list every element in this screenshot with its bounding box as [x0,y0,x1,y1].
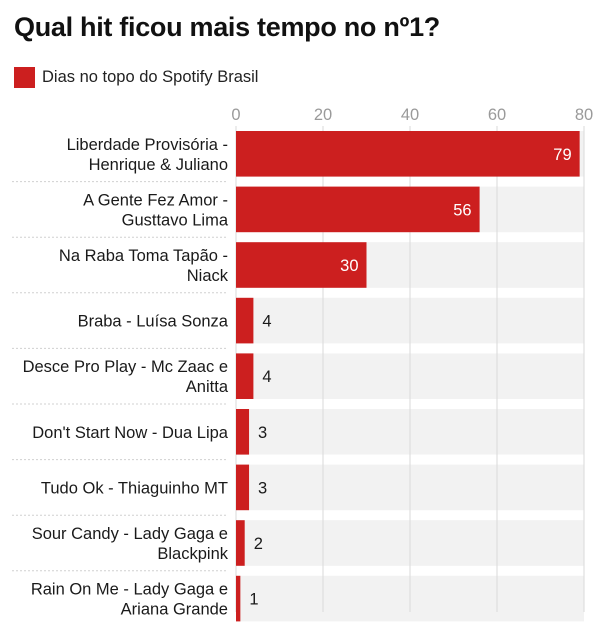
legend-swatch [14,66,35,88]
bar [236,131,580,177]
data-label: 4 [262,368,271,386]
x-tick-label: 80 [575,106,593,124]
category-label: Braba - Luísa Sonza [78,313,229,331]
bar [236,520,245,566]
bar [236,353,254,399]
category-label: Ariana Grande [121,601,228,619]
data-label: 2 [254,535,263,553]
data-label: 1 [249,591,258,609]
legend: Dias no topo do Spotify Brasil [14,66,258,88]
category-label: Don't Start Now - Dua Lipa [32,424,229,442]
data-label: 30 [340,257,358,275]
data-label: 4 [262,313,271,331]
category-label: Blackpink [157,545,228,563]
category-label: A Gente Fez Amor - [83,191,228,209]
category-label: Gusttavo Lima [122,211,229,229]
category-label: Tudo Ok - Thiaguinho MT [41,479,228,497]
bar [236,186,480,233]
category-label: Desce Pro Play - Mc Zaac e [23,358,228,376]
data-label: 79 [553,146,571,164]
bar [236,297,254,344]
x-tick-label: 40 [401,106,419,124]
category-label: Rain On Me - Lady Gaga e [31,581,228,599]
chart-title: Qual hit ficou mais tempo no nº1? [14,12,440,42]
bar [236,464,250,511]
category-label: Henrique & Juliano [89,156,228,174]
legend-label: Dias no topo do Spotify Brasil [42,67,259,86]
data-label: 3 [258,424,267,442]
category-label: Na Raba Toma Tapão - [59,247,228,265]
x-tick-label: 20 [314,106,332,124]
x-tick-label: 0 [231,106,240,124]
category-label: Sour Candy - Lady Gaga e [32,525,228,543]
bar [236,575,241,622]
category-label: Liberdade Provisória - [67,136,228,154]
category-label: Anitta [186,378,229,396]
category-label: Niack [187,267,229,285]
bar [236,409,250,455]
data-label: 3 [258,479,267,497]
bar [236,242,367,288]
x-tick-label: 60 [488,106,506,124]
data-label: 56 [453,201,471,219]
